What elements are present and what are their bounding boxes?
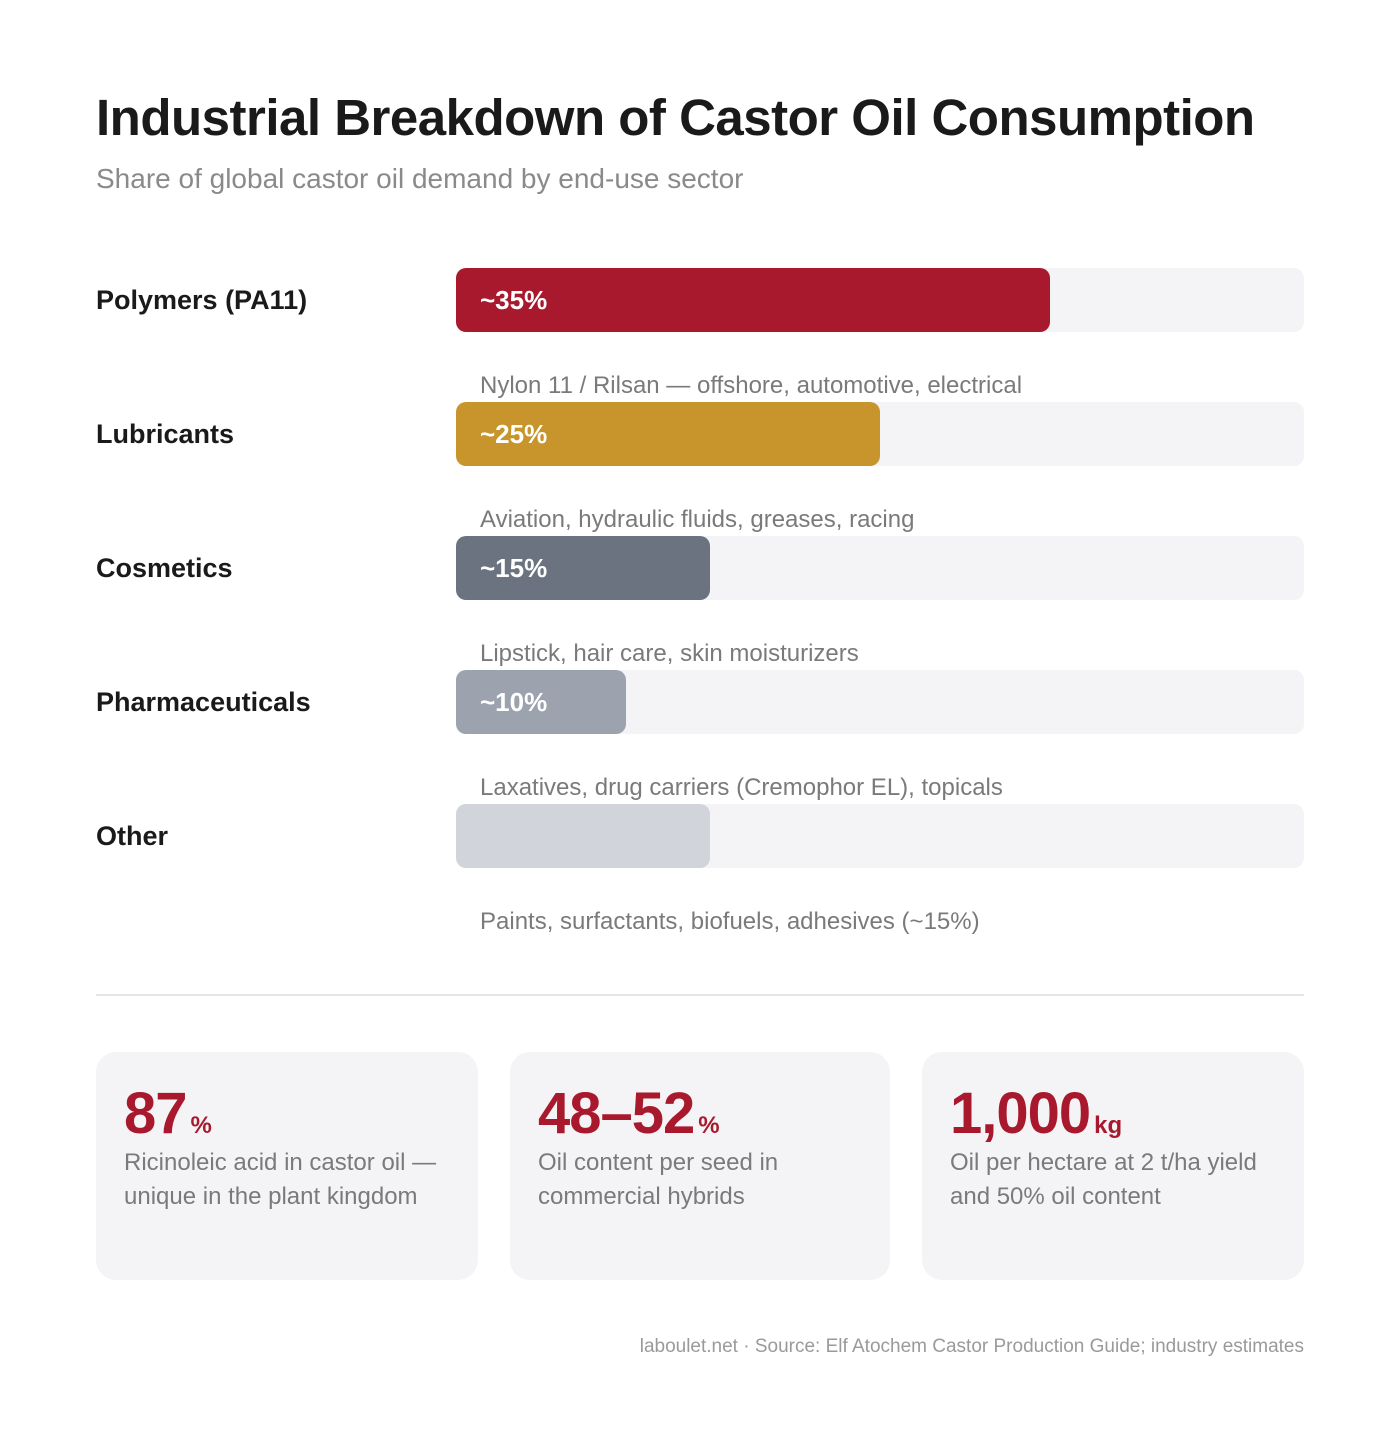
bar-description: Laxatives, drug carriers (Cremophor EL),… — [480, 774, 1003, 801]
category-label: Lubricants — [96, 419, 235, 449]
bar-track: ~10% — [456, 670, 1304, 734]
bar-row: Other Paints, surfactants, biofuels, adh… — [0, 804, 1400, 938]
bar-track: ~35% — [456, 268, 1304, 332]
bar-track: ~25% — [456, 402, 1304, 466]
bar-description: Paints, surfactants, biofuels, adhesives… — [480, 908, 980, 935]
bar: ~25% — [456, 402, 880, 466]
stat-description: Oil content per seed in commercial hybri… — [538, 1149, 779, 1210]
bar-row: Cosmetics ~15% Lipstick, hair care, skin… — [0, 536, 1400, 670]
stat-value: 1,000 kg — [950, 1081, 1123, 1146]
bar: ~15% — [456, 536, 711, 600]
bar-row: Pharmaceuticals ~10% Laxatives, drug car… — [0, 670, 1400, 804]
bar-track: ~15% — [456, 536, 1304, 600]
bar-value-label: ~35% — [480, 285, 548, 315]
divider — [96, 994, 1304, 996]
bar-description: Nylon 11 / Rilsan — offshore, automotive… — [480, 372, 1023, 399]
stat-card-oil-per-hectare: 1,000 kg Oil per hectare at 2 t/ha yield … — [922, 1052, 1304, 1280]
bar-description: Lipstick, hair care, skin moisturizers — [480, 640, 859, 667]
page-subtitle: Share of global castor oil demand by end… — [96, 163, 744, 194]
bar: ~10% — [456, 670, 626, 734]
category-label: Other — [96, 821, 169, 851]
stat-value: 48–52% — [538, 1081, 720, 1146]
stat-value: 87% — [124, 1081, 212, 1146]
bar-value-label: ~25% — [480, 419, 548, 449]
category-label: Cosmetics — [96, 553, 233, 583]
stat-description: Ricinoleic acid in castor oil — unique i… — [124, 1149, 437, 1210]
bar-row: Polymers (PA11) ~35% Nylon 11 / Rilsan —… — [0, 268, 1400, 402]
stat-description: Oil per hectare at 2 t/ha yield and 50% … — [950, 1149, 1257, 1210]
bar-value-label: ~15% — [480, 553, 548, 583]
category-label: Polymers (PA11) — [96, 285, 308, 315]
bar — [456, 804, 711, 868]
bar-value-label: ~10% — [480, 687, 548, 717]
bar-track — [456, 804, 1304, 868]
bar: ~35% — [456, 268, 1050, 332]
bar-row: Lubricants ~25% Aviation, hydraulic flui… — [0, 402, 1400, 536]
bar-description: Aviation, hydraulic fluids, greases, rac… — [480, 506, 915, 533]
source-footer: laboulet.net · Source: Elf Atochem Casto… — [639, 1336, 1304, 1357]
page-title: Industrial Breakdown of Castor Oil Consu… — [96, 89, 1255, 146]
stat-card-oil-content: 48–52% Oil content per seed in commercia… — [510, 1052, 890, 1280]
category-label: Pharmaceuticals — [96, 687, 311, 717]
stat-card-ricinoleic: 87% Ricinoleic acid in castor oil — uniq… — [96, 1052, 478, 1280]
